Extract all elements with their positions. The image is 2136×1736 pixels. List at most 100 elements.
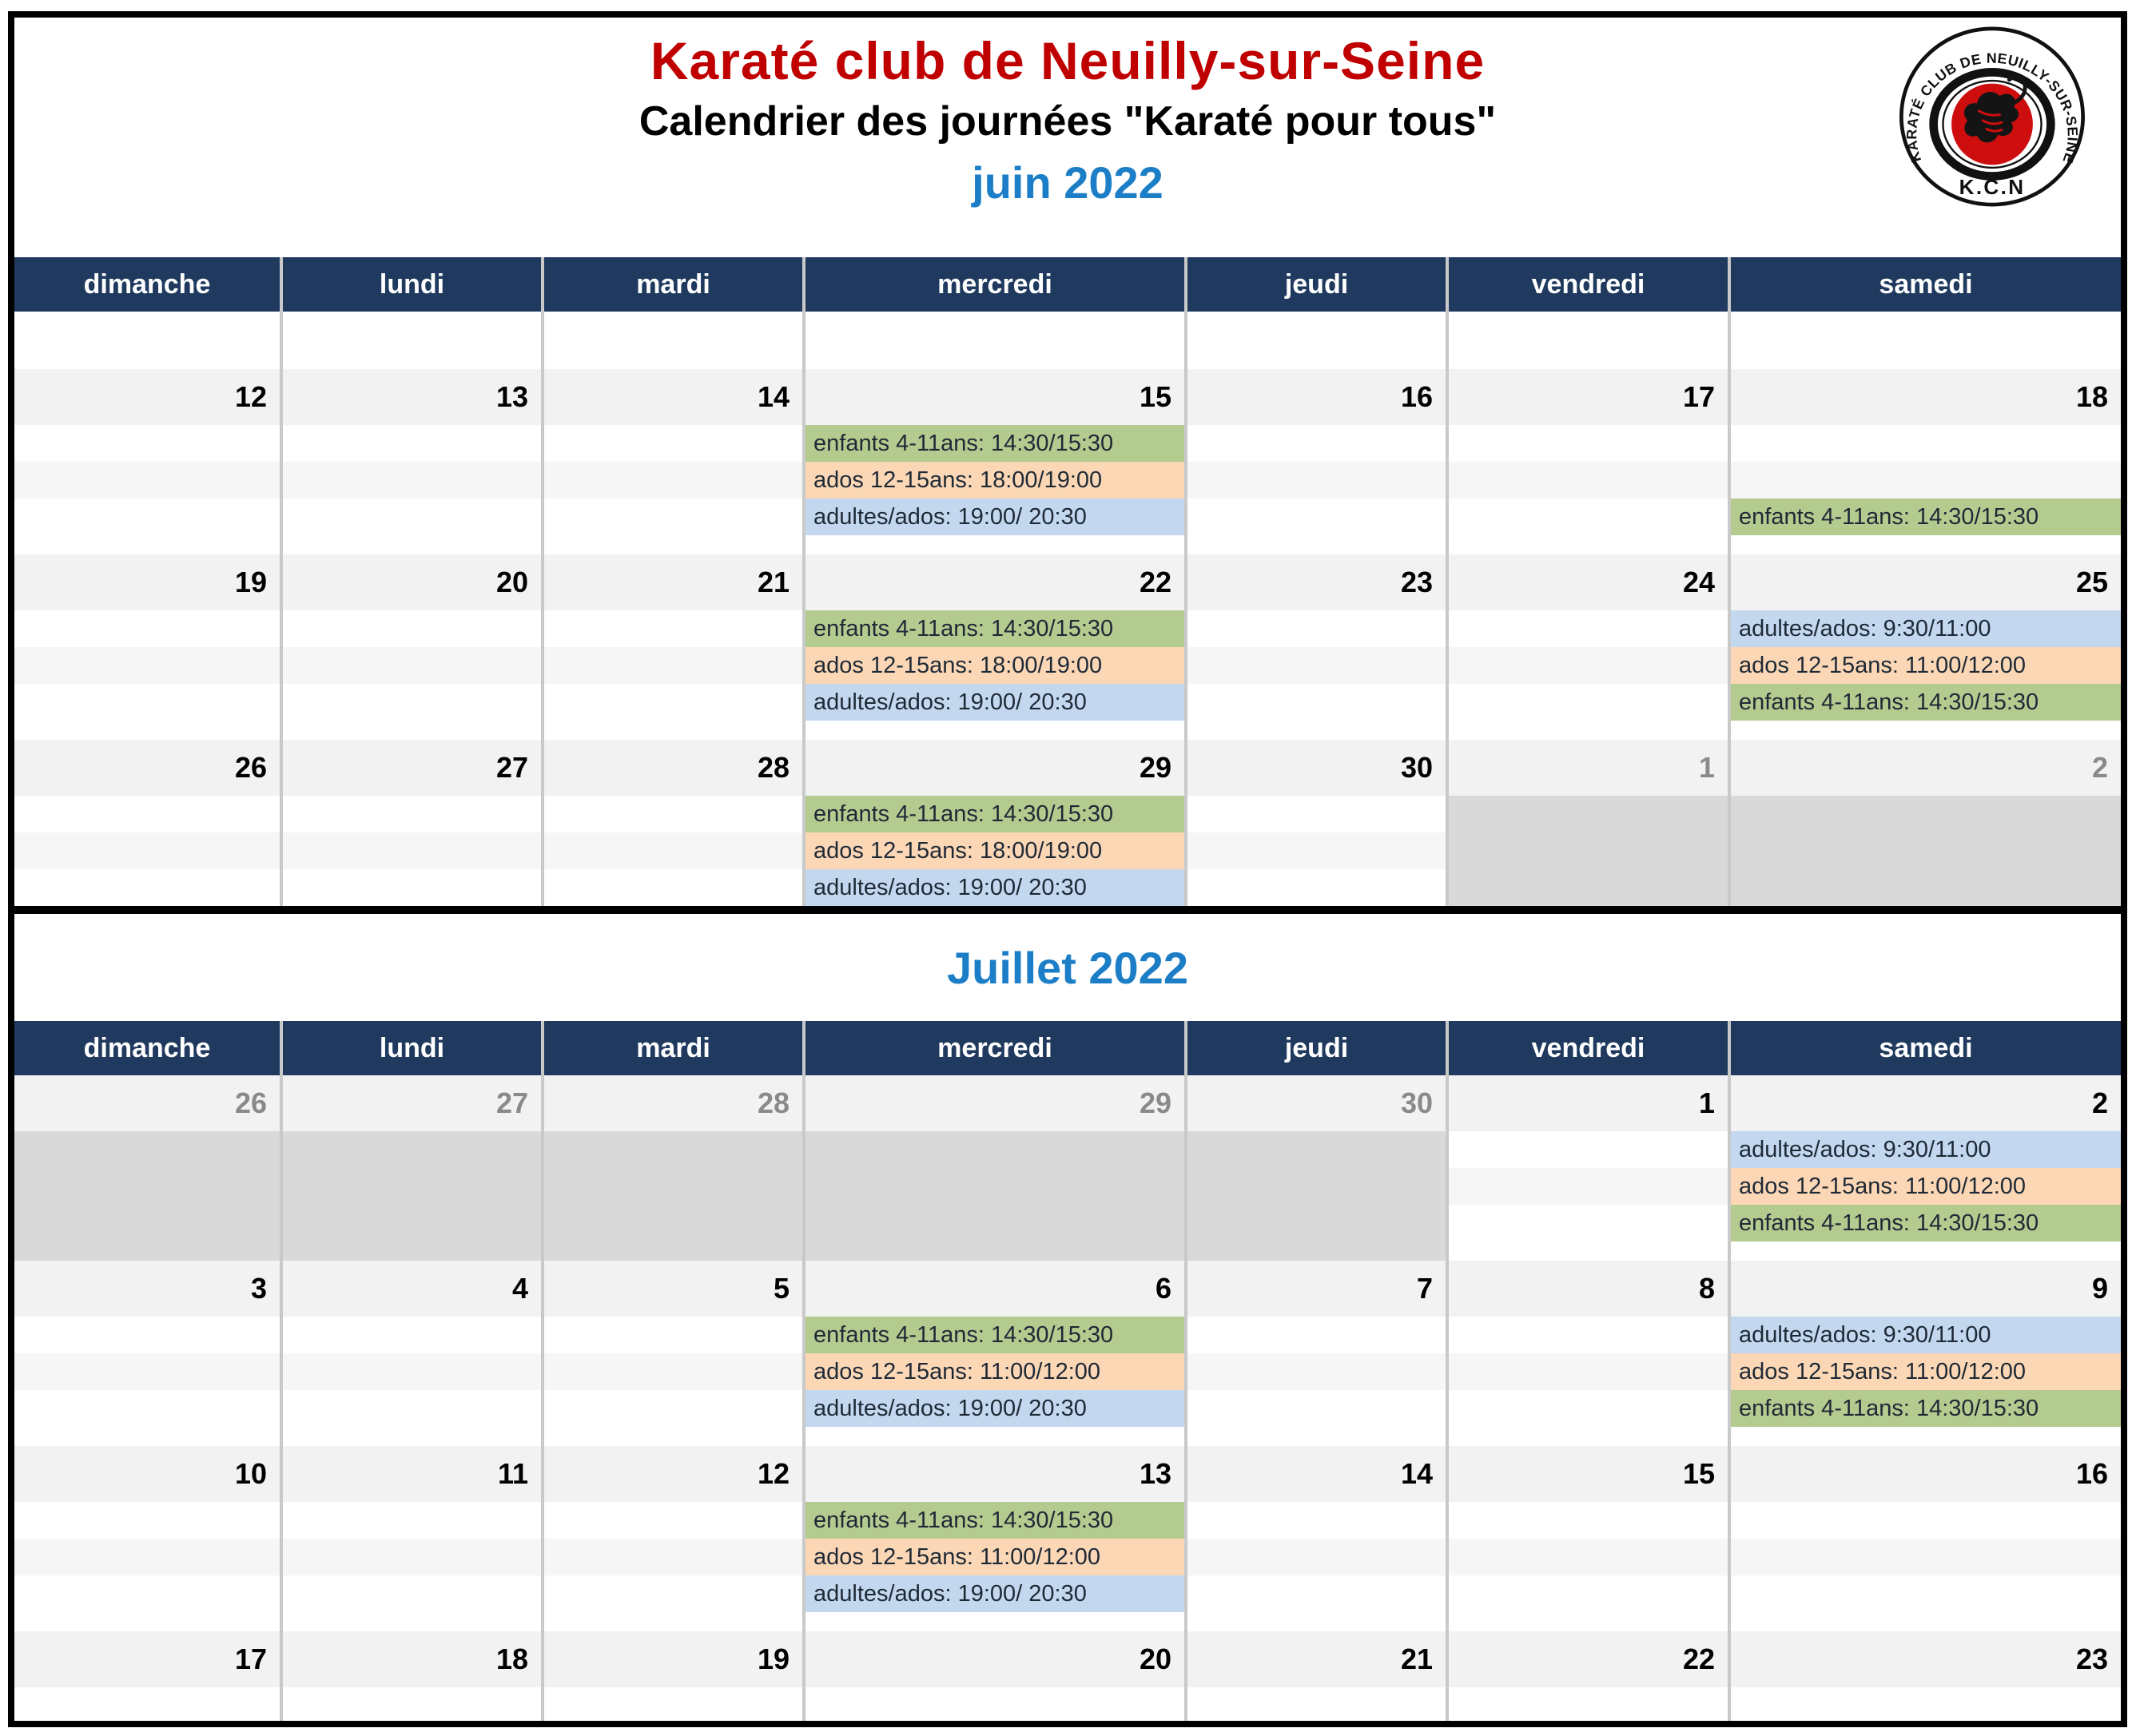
page-subtitle: Calendrier des journées "Karaté pour tou… — [638, 98, 1497, 145]
empty-slot — [1449, 499, 1728, 535]
day-events-area — [1731, 1502, 2121, 1631]
day-number: 18 — [283, 1631, 541, 1687]
day-cell: 23 — [1731, 1631, 2121, 1721]
empty-slot — [1187, 425, 1446, 462]
empty-slot — [283, 1539, 541, 1575]
empty-slot — [14, 610, 280, 647]
weekday-header-mercredi: mercredi — [805, 257, 1187, 312]
day-number: 1 — [1449, 1075, 1728, 1131]
day-number: 26 — [14, 1075, 280, 1131]
day-events-area — [544, 1131, 802, 1261]
empty-slot — [14, 1502, 280, 1539]
weekday-header-samedi: samedi — [1879, 1032, 1973, 1063]
empty-slot — [1187, 1353, 1446, 1390]
title-zone: Karaté club de Neuilly-sur-Seine Calendr… — [14, 18, 2121, 257]
june-calendar: dimanche lundi mardi mercredi jeudi vendredi s… — [14, 257, 2121, 906]
day-events-area — [1187, 425, 1446, 554]
day-events-area: enfants 4-11ans: 14:30/15:30 ados 12-15an… — [805, 1502, 1184, 1631]
day-cell: 25 adultes/ados: 9:30/11:00 ados 12-15ans:… — [1731, 554, 2121, 740]
day-events-area — [283, 1502, 541, 1631]
day-cell: 19 — [14, 554, 283, 740]
day-number: 29 — [805, 1075, 1184, 1131]
empty-slot — [1731, 425, 2121, 462]
weekday-header-dimanche: dimanche — [14, 1021, 283, 1075]
day-cell: 15 — [1449, 1446, 1731, 1631]
day-cell: 27 — [283, 1075, 544, 1261]
event-orange: ados 12-15ans: 11:00/12:00 — [1731, 1353, 2121, 1390]
empty-slot — [283, 1353, 541, 1390]
day-cell: 1 — [1449, 740, 1731, 906]
empty-slot — [544, 869, 802, 906]
day-number: 19 — [544, 1631, 802, 1687]
day-cell: 18 — [283, 1631, 544, 1721]
day-events-area — [544, 796, 802, 906]
day-events-area: enfants 4-11ans: 14:30/15:30 — [1731, 425, 2121, 554]
empty-slot — [1449, 610, 1728, 647]
empty-slot — [544, 1502, 802, 1539]
day-cell: 19 — [544, 1631, 805, 1721]
empty-slot — [1187, 796, 1446, 832]
empty-slot — [1449, 1390, 1728, 1427]
day-number: 28 — [544, 1075, 802, 1131]
day-number: 14 — [1187, 1446, 1446, 1502]
day-cell — [14, 312, 283, 369]
event-blue: adultes/ados: 9:30/11:00 — [1731, 1317, 2121, 1353]
day-cell: 3 — [14, 1261, 283, 1446]
empty-slot — [1449, 1168, 1728, 1205]
day-cell: 24 — [1449, 554, 1731, 740]
day-number: 25 — [1731, 554, 2121, 610]
empty-slot — [1731, 462, 2121, 499]
day-cell: 26 — [14, 740, 283, 906]
day-cell: 28 — [544, 740, 805, 906]
empty-slot — [1449, 1353, 1728, 1390]
day-events-area — [544, 1317, 802, 1446]
weekday-header-dimanche: dimanche — [14, 257, 283, 312]
day-number: 14 — [544, 369, 802, 425]
calendar-week: 10 11 12 13 enfants 4-11ans: 14:30/15:30 ados… — [14, 1446, 2121, 1631]
day-cell — [544, 312, 805, 369]
empty-slot — [14, 499, 280, 535]
day-cell: 4 — [283, 1261, 544, 1446]
weekday-header-jeudi: jeudi — [1187, 257, 1449, 312]
event-orange: ados 12-15ans: 11:00/12:00 — [805, 1353, 1184, 1390]
day-cell: 22 — [1449, 1631, 1731, 1721]
day-number: 10 — [14, 1446, 280, 1502]
day-number: 15 — [805, 369, 1184, 425]
day-number: 23 — [1187, 554, 1446, 610]
day-cell: 21 — [544, 554, 805, 740]
day-number: 13 — [283, 369, 541, 425]
empty-slot — [283, 610, 541, 647]
day-events-area — [283, 425, 541, 554]
day-events-area — [14, 1687, 280, 1721]
july-title-band: Juillet 2022 — [14, 914, 2121, 1021]
empty-slot — [1449, 1539, 1728, 1575]
empty-slot — [14, 462, 280, 499]
day-number: 15 — [1449, 1446, 1728, 1502]
day-number: 27 — [283, 1075, 541, 1131]
day-events-area: adultes/ados: 9:30/11:00 ados 12-15ans: 1… — [1731, 610, 2121, 740]
calendar-week: 3 4 5 6 enfants 4-11ans: 14:30/15:30 ados 12-… — [14, 1261, 2121, 1446]
day-cell: 8 — [1449, 1261, 1731, 1446]
day-events-area — [1449, 312, 1728, 369]
day-events-area — [1731, 1687, 2121, 1721]
empty-slot — [14, 1353, 280, 1390]
day-events-area — [1187, 1317, 1446, 1446]
empty-slot — [283, 796, 541, 832]
day-events-area — [805, 1131, 1184, 1261]
empty-slot — [14, 647, 280, 684]
day-cell: 12 — [544, 1446, 805, 1631]
day-number: 12 — [544, 1446, 802, 1502]
empty-slot — [14, 832, 280, 869]
event-green: enfants 4-11ans: 14:30/15:30 — [805, 1502, 1184, 1539]
empty-slot — [1449, 1575, 1728, 1612]
event-orange: ados 12-15ans: 11:00/12:00 — [805, 1539, 1184, 1575]
day-number: 24 — [1449, 554, 1728, 610]
event-green: enfants 4-11ans: 14:30/15:30 — [1731, 684, 2121, 721]
day-number: 6 — [805, 1261, 1184, 1317]
page-title: Karaté club de Neuilly-sur-Seine — [650, 31, 1486, 90]
empty-slot — [14, 869, 280, 906]
event-green: enfants 4-11ans: 14:30/15:30 — [1731, 1390, 2121, 1427]
day-events-area — [1449, 1131, 1728, 1261]
day-events-area — [544, 610, 802, 740]
